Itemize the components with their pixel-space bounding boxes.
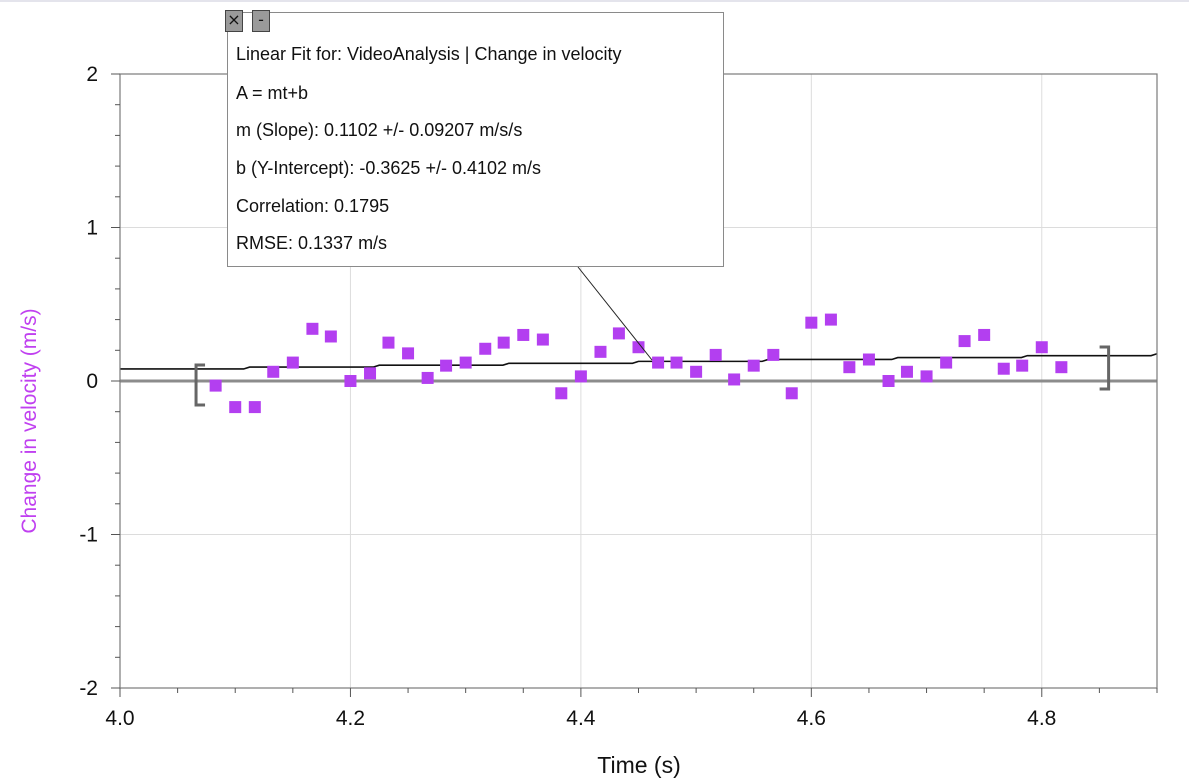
- minimize-icon[interactable]: -: [252, 10, 270, 32]
- data-point: [958, 335, 971, 348]
- x-tick-label: 4.6: [797, 707, 826, 730]
- data-points: [209, 313, 1068, 414]
- y-tick-label: 0: [86, 370, 98, 393]
- data-point: [900, 365, 913, 378]
- data-point: [785, 387, 798, 400]
- data-point: [767, 348, 780, 361]
- y-axis-title: Change in velocity (m/s): [18, 308, 41, 533]
- data-point: [497, 336, 510, 349]
- data-point: [1035, 341, 1048, 354]
- y-tick-label: -1: [79, 524, 98, 547]
- data-point: [517, 328, 530, 341]
- data-point: [479, 342, 492, 355]
- data-point: [940, 356, 953, 369]
- data-point: [1016, 359, 1029, 372]
- data-point: [978, 328, 991, 341]
- data-point: [824, 313, 837, 326]
- data-point: [209, 379, 222, 392]
- data-point: [421, 371, 434, 384]
- fit-equation: A = mt+b: [236, 83, 309, 103]
- data-point: [690, 365, 703, 378]
- x-tick-label: 4.4: [566, 707, 596, 730]
- data-point: [364, 367, 377, 380]
- fit-panel-leader-line: [577, 266, 653, 361]
- data-point: [440, 359, 453, 372]
- data-point: [997, 362, 1010, 375]
- data-point: [555, 387, 568, 400]
- y-tick-label: 2: [86, 63, 98, 86]
- data-point: [882, 375, 895, 387]
- data-point: [1055, 361, 1068, 374]
- data-point: [594, 345, 607, 358]
- data-point: [229, 401, 242, 414]
- data-point: [574, 370, 587, 383]
- x-tick-label: 4.0: [105, 707, 134, 730]
- data-point: [612, 327, 625, 340]
- data-point: [920, 370, 933, 383]
- fit-correlation: Correlation: 0.1795: [236, 196, 390, 216]
- data-point: [286, 356, 299, 369]
- x-tick-label: 4.2: [336, 707, 365, 730]
- data-point: [382, 336, 395, 349]
- fit-range-brackets[interactable]: [194, 345, 1111, 407]
- data-point: [267, 365, 280, 378]
- fit-rmse: RMSE: 0.1337 m/s: [236, 233, 388, 253]
- data-point: [805, 316, 818, 329]
- window-top-border: [0, 0, 1189, 2]
- data-point: [670, 356, 683, 369]
- data-point: [306, 322, 319, 335]
- data-point: [344, 375, 357, 387]
- data-point: [459, 356, 472, 369]
- data-point: [862, 353, 875, 366]
- data-point: [747, 359, 760, 372]
- data-point: [248, 401, 261, 414]
- data-point: [632, 341, 645, 354]
- data-point: [843, 361, 856, 374]
- data-point: [324, 330, 337, 343]
- data-point: [652, 356, 665, 369]
- fit-intercept: b (Y-Intercept): -0.3625 +/- 0.4102 m/s: [236, 158, 541, 178]
- close-icon[interactable]: ×: [225, 10, 243, 32]
- linear-fit-panel[interactable]: Linear Fit for: VideoAnalysis | Change i…: [227, 12, 724, 267]
- fit-title: Linear Fit for: VideoAnalysis | Change i…: [236, 44, 622, 64]
- left-bracket: [194, 363, 206, 407]
- right-bracket: [1099, 345, 1111, 391]
- y-tick-label: 1: [86, 217, 98, 240]
- fit-line-layer: [120, 352, 1158, 370]
- data-point: [536, 333, 549, 346]
- x-axis-title: Time (s): [597, 752, 680, 778]
- fit-line: [120, 352, 1158, 370]
- fit-slope: m (Slope): 0.1102 +/- 0.09207 m/s/s: [236, 120, 523, 140]
- data-point: [402, 347, 415, 360]
- data-point: [728, 373, 741, 386]
- y-tick-label: -2: [79, 677, 98, 700]
- data-point: [709, 348, 722, 361]
- x-tick-label: 4.8: [1027, 707, 1056, 730]
